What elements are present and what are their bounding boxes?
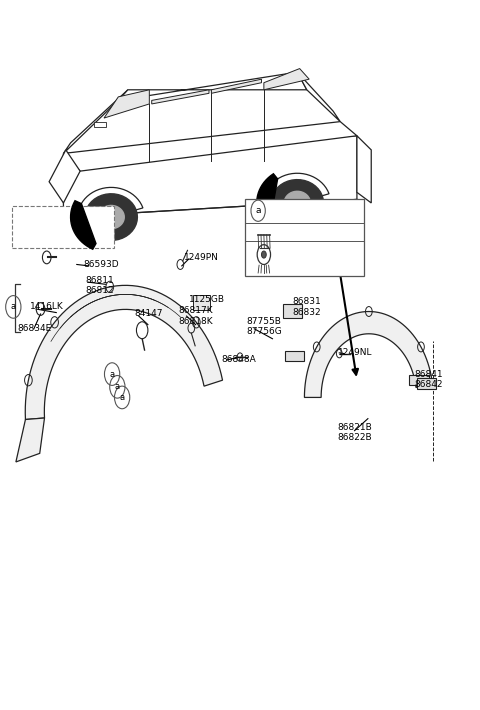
Polygon shape <box>271 180 324 226</box>
Polygon shape <box>409 375 429 385</box>
Text: 86821B
86822B: 86821B 86822B <box>338 423 372 442</box>
Text: 86841
86842: 86841 86842 <box>414 370 443 390</box>
Text: 86848A: 86848A <box>222 356 257 364</box>
Text: 84147: 84147 <box>134 310 163 319</box>
Polygon shape <box>118 72 307 100</box>
Polygon shape <box>95 121 107 127</box>
Text: (-150216): (-150216) <box>17 225 62 234</box>
Text: 86590: 86590 <box>46 236 74 245</box>
Polygon shape <box>417 378 436 389</box>
Polygon shape <box>98 205 124 229</box>
Polygon shape <box>63 121 357 171</box>
Polygon shape <box>63 89 128 153</box>
Polygon shape <box>63 136 357 217</box>
Text: 86831
86832: 86831 86832 <box>292 297 321 317</box>
Text: 1125GB: 1125GB <box>189 295 225 305</box>
Polygon shape <box>304 312 432 398</box>
Polygon shape <box>78 187 143 226</box>
FancyBboxPatch shape <box>12 207 115 248</box>
Polygon shape <box>152 89 209 104</box>
Polygon shape <box>16 418 45 462</box>
Polygon shape <box>85 194 137 241</box>
Text: a: a <box>11 302 16 312</box>
Text: a: a <box>115 382 120 391</box>
Polygon shape <box>49 150 80 203</box>
Text: 86811
86812: 86811 86812 <box>85 276 114 295</box>
Polygon shape <box>283 304 302 318</box>
Text: 86834E: 86834E <box>17 324 51 333</box>
Polygon shape <box>193 295 210 310</box>
Polygon shape <box>25 285 223 420</box>
Polygon shape <box>71 201 96 249</box>
Text: 87755B
87756G: 87755B 87756G <box>246 317 282 337</box>
Polygon shape <box>104 89 149 118</box>
Text: 86819: 86819 <box>277 234 306 243</box>
Polygon shape <box>211 80 262 93</box>
Text: a: a <box>255 206 261 215</box>
Circle shape <box>262 251 266 258</box>
Polygon shape <box>357 136 371 203</box>
Polygon shape <box>297 72 340 121</box>
Text: a: a <box>120 393 125 402</box>
Polygon shape <box>257 174 277 224</box>
Text: a: a <box>109 370 115 378</box>
Text: 1416LK: 1416LK <box>30 302 64 312</box>
Polygon shape <box>264 69 309 89</box>
Polygon shape <box>284 191 311 214</box>
Text: 1249NL: 1249NL <box>338 349 372 357</box>
Text: 86817K
86818K: 86817K 86818K <box>178 307 213 326</box>
Polygon shape <box>285 351 304 361</box>
FancyBboxPatch shape <box>245 200 364 275</box>
Text: 86869: 86869 <box>277 253 306 263</box>
Polygon shape <box>264 173 329 212</box>
Text: 1249PN: 1249PN <box>184 253 218 262</box>
Text: 86593D: 86593D <box>84 260 119 269</box>
